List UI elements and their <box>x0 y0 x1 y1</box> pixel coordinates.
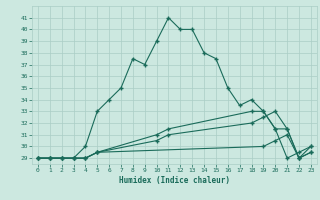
X-axis label: Humidex (Indice chaleur): Humidex (Indice chaleur) <box>119 176 230 185</box>
